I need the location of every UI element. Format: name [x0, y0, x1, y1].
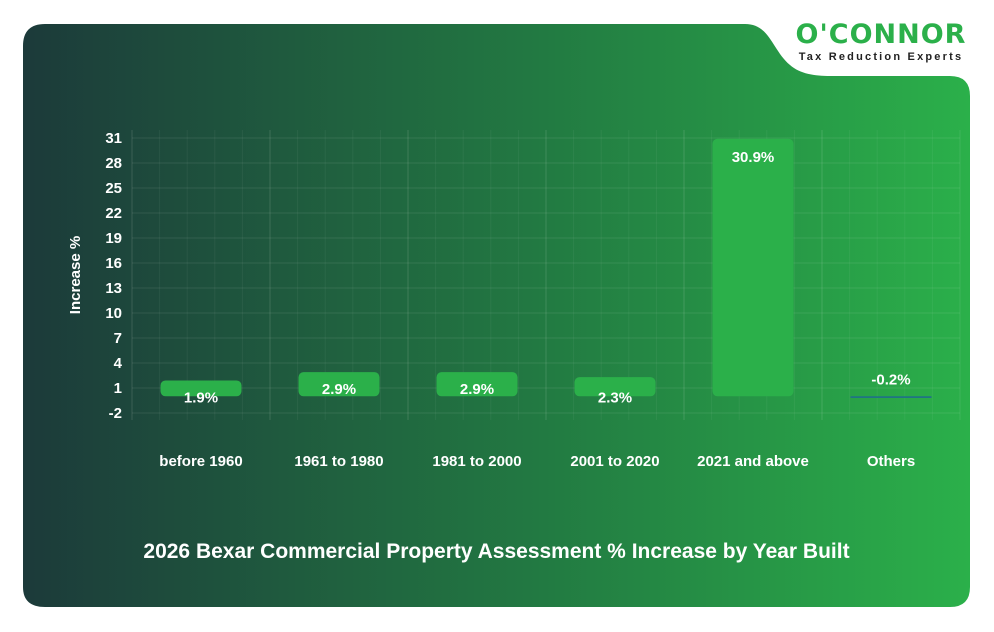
y-tick-label: 13: [105, 280, 122, 297]
x-tick-label: before 1960: [159, 453, 242, 470]
data-label: 2.3%: [598, 389, 632, 406]
grid: [131, 130, 961, 420]
data-label: 2.9%: [322, 381, 356, 398]
bar: [298, 372, 380, 397]
chart-title: 2026 Bexar Commercial Property Assessmen…: [143, 540, 850, 563]
y-axis-label: Increase %: [67, 236, 84, 314]
bar: [436, 372, 518, 397]
y-tick-label: 4: [114, 355, 123, 372]
y-tick-label: 22: [105, 205, 122, 222]
y-tick-label: 25: [105, 180, 122, 197]
data-label: 2.9%: [460, 381, 494, 398]
bars: 1.9% 2.9% 2.9% 2.3% 30.9% -0.2%: [160, 138, 932, 406]
logo-wordmark: O'CONNOR: [795, 19, 967, 50]
data-label: 30.9%: [732, 149, 775, 166]
bar: [574, 377, 656, 397]
brand-logo: O'CONNOR Tax Reduction Experts: [786, 19, 976, 64]
x-tick-label: 2001 to 2020: [570, 453, 659, 470]
y-tick-label: 31: [105, 130, 122, 147]
y-tick-label: 1: [114, 380, 122, 397]
y-axis: 31 28 25 22 19 16 13 10 7 4 1 -2: [105, 130, 122, 422]
data-label: -0.2%: [871, 371, 910, 388]
y-tick-label: 19: [105, 230, 122, 247]
y-tick-label: 10: [105, 305, 122, 322]
x-tick-label: 1961 to 1980: [294, 453, 383, 470]
x-axis: before 1960 1961 to 1980 1981 to 2000 2001 …: [159, 453, 915, 470]
y-tick-label: 7: [114, 330, 122, 347]
bar: [850, 396, 932, 398]
y-tick-label: 28: [105, 155, 122, 172]
y-tick-label: 16: [105, 255, 122, 272]
data-label: 1.9%: [184, 389, 218, 406]
card-background: [23, 24, 970, 607]
logo-tagline: Tax Reduction Experts: [798, 51, 964, 63]
y-tick-label: -2: [109, 405, 122, 422]
x-tick-label: 2021 and above: [697, 453, 809, 470]
x-tick-label: Others: [867, 453, 915, 470]
x-tick-label: 1981 to 2000: [432, 453, 521, 470]
bar: [712, 138, 794, 397]
bar: [160, 380, 242, 397]
